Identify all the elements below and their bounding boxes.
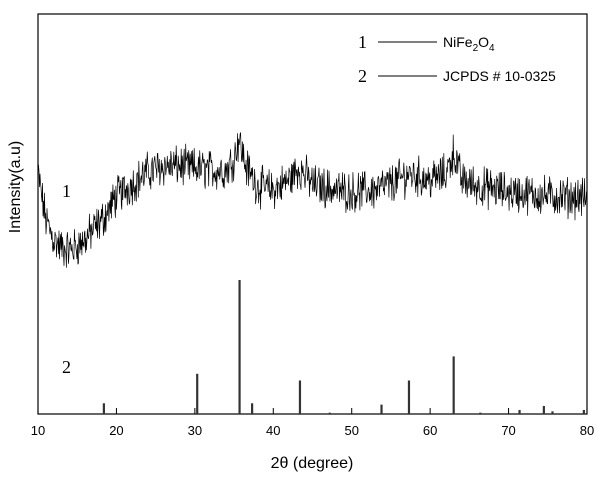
- x-tick-label: 60: [423, 423, 437, 438]
- x-tick-label: 10: [31, 423, 45, 438]
- x-tick-label: 30: [188, 423, 202, 438]
- x-tick-label: 40: [266, 423, 280, 438]
- y-axis-title: Intensity(a.u): [7, 141, 24, 233]
- x-tick-label: 20: [109, 423, 123, 438]
- x-tick-label: 70: [501, 423, 515, 438]
- legend-label-2: JCPDS # 10-0325: [443, 68, 556, 84]
- x-axis-title: 2θ (degree): [271, 455, 354, 472]
- legend-number-1: 1: [358, 32, 367, 52]
- series-nife2o4-line: [38, 133, 587, 268]
- x-tick-label: 80: [580, 423, 594, 438]
- legend-number-2: 2: [358, 66, 367, 86]
- x-tick-label: 50: [344, 423, 358, 438]
- legend-label-1: NiFe2O4: [443, 34, 495, 54]
- curve-label-2: 2: [62, 357, 71, 377]
- curve-label-1: 1: [62, 181, 71, 201]
- legend: 1 NiFe2O4 2 JCPDS # 10-0325: [358, 32, 556, 86]
